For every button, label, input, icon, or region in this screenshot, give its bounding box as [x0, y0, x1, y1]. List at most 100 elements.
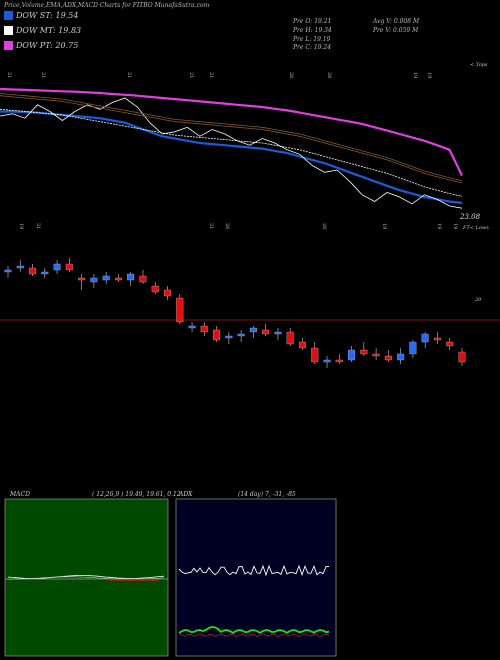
date-label-bottom-7: 19 [452, 223, 458, 229]
candle-body [78, 277, 86, 281]
series-line-2 [0, 87, 463, 177]
macd-histogram-bar [145, 579, 148, 581]
candle-body [335, 359, 343, 363]
legend-label-pt: DOW PT: 20.75 [16, 41, 79, 50]
macd-histogram-bar [131, 579, 134, 581]
candle-body [298, 341, 306, 349]
date-label-bottom-5: 19 [381, 223, 387, 229]
adx-line [178, 564, 330, 577]
date-label-top-4: 21 [208, 72, 214, 78]
legend-swatch-mt [4, 26, 13, 35]
date-label-bottom-4: 26 [321, 223, 327, 229]
avg-volume: Avg V: 0.008 M [373, 18, 420, 25]
candle-body [397, 353, 405, 361]
candle-body [163, 289, 171, 297]
candle-body [360, 349, 368, 355]
candle-body [102, 275, 110, 281]
candle-body [237, 333, 245, 337]
macd-histogram-bar [117, 579, 120, 581]
date-label-top-7: 19 [412, 72, 418, 78]
series-line-0 [0, 110, 463, 204]
date-label-top-8: 19 [426, 72, 432, 78]
candle-body [323, 359, 331, 363]
legend-dow-pt: DOW PT: 20.75 [4, 41, 78, 50]
macd-histogram-bar [120, 579, 123, 581]
ema-long-line-0 [0, 95, 463, 184]
candle-body [225, 335, 233, 339]
candle-body [4, 269, 12, 273]
adx-minus-di-line [178, 633, 330, 638]
date-label-bottom-3: 26 [224, 223, 230, 229]
adx-params: (14 day) 7, -31, -85 [238, 491, 296, 498]
legend-label-mt: DOW MT: 19.83 [16, 26, 82, 35]
candle-body [433, 337, 441, 341]
candle-body [311, 347, 319, 363]
ref-level-label: 20 [475, 297, 482, 303]
date-label-top-0: 21 [6, 72, 12, 78]
candle-body [65, 263, 73, 271]
macd-histogram-bar [155, 579, 158, 581]
last-value-label: 23.08 [460, 213, 481, 221]
date-label-top-2: 21 [126, 72, 132, 78]
candle-body [409, 341, 417, 355]
legend-dow-st: DOW ST: 19.54 [4, 11, 78, 20]
date-label-bottom-0: 19 [18, 223, 24, 229]
lows-label: FT< Lows [463, 225, 489, 231]
macd-histogram-bar [134, 579, 137, 581]
candle-body [90, 277, 98, 283]
prev-low: Pre L: 19.19 [293, 36, 331, 43]
candle-body [139, 275, 147, 283]
series-line-1 [0, 108, 463, 197]
candle-body [213, 329, 221, 341]
series-line-3 [0, 97, 463, 209]
candle-body [348, 349, 356, 361]
prev-close: Pre C: 19.24 [293, 44, 332, 51]
macd-label: MACD [10, 491, 30, 498]
candle-body [29, 267, 37, 275]
legend-swatch-pt [4, 41, 13, 50]
legend-dow-mt: DOW MT: 19.83 [4, 26, 81, 35]
ema-long-line-1 [0, 93, 463, 181]
candle-body [249, 327, 257, 333]
macd-histogram-bar [110, 579, 113, 581]
macd-params: ( 12,26,9 ) 19.49, 19.61, 0.12 [92, 491, 181, 498]
candle-body [421, 333, 429, 343]
candle-body [151, 285, 159, 293]
macd-histogram-bar [127, 579, 130, 581]
macd-histogram-bar [113, 579, 116, 581]
macd-histogram-bar [124, 579, 127, 581]
candle-body [176, 297, 184, 323]
prev-volume: Pre V: 0.059 M [373, 27, 419, 34]
date-label-top-6: 26 [326, 72, 332, 78]
date-label-top-3: 21 [188, 72, 194, 78]
candle-body [372, 353, 380, 357]
candle-body [188, 325, 196, 329]
tops-label: < Tops [470, 62, 488, 68]
macd-histogram-bar [148, 579, 151, 581]
chart-title: Price,Volume,EMA,ADX,MACD Charts for FIT… [4, 2, 210, 9]
candle-body [384, 355, 392, 361]
date-label-top-5: 26 [288, 72, 294, 78]
candle-body [200, 325, 208, 333]
candle-body [262, 329, 270, 335]
adx-label: ADX [179, 491, 193, 498]
candle-body [114, 277, 122, 281]
prev-high: Pre H: 19.34 [293, 27, 332, 34]
legend-swatch-st [4, 11, 13, 20]
date-label-bottom-1: 21 [35, 223, 41, 229]
candle-body [458, 351, 466, 363]
date-label-top-1: 21 [40, 72, 46, 78]
legend-label-st: DOW ST: 19.54 [16, 11, 79, 20]
adx-plus-di-line [178, 626, 330, 634]
candle-body [446, 341, 454, 347]
candle-body [41, 271, 49, 275]
macd-histogram-bar [138, 579, 141, 581]
date-label-bottom-2: 21 [208, 223, 214, 229]
candle-body [274, 331, 282, 335]
prev-open: Pre O: 19.21 [293, 18, 332, 25]
candle-body [16, 265, 24, 269]
macd-histogram-bar [141, 579, 144, 581]
macd-histogram-bar [152, 579, 155, 581]
date-label-bottom-6: 19 [436, 223, 442, 229]
